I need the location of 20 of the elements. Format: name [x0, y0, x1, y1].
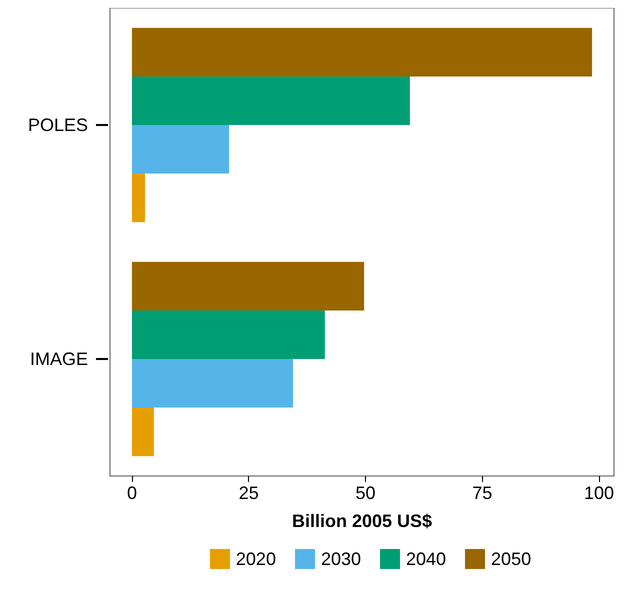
x-axis-title: Billion 2005 US$: [292, 511, 432, 531]
legend-label: 2030: [320, 548, 361, 570]
bar: [132, 174, 146, 222]
bar: [132, 310, 325, 359]
x-tick-label: 75: [472, 483, 492, 503]
bar: [132, 262, 364, 310]
bar: [132, 125, 230, 174]
bar: [132, 408, 154, 456]
x-tick-label: 25: [238, 483, 259, 503]
y-tick-label: POLES: [28, 115, 88, 135]
legend-label: 2020: [236, 548, 276, 570]
legend-label: 2040: [406, 548, 446, 570]
bar: [132, 76, 410, 125]
x-tick-label: 50: [355, 483, 376, 503]
bar: [132, 28, 592, 76]
x-tick-label: 100: [584, 483, 614, 503]
bar: [132, 359, 294, 408]
x-tick-label: 0: [126, 483, 137, 503]
y-tick-label: IMAGE: [30, 349, 88, 369]
legend-label: 2050: [491, 548, 532, 570]
